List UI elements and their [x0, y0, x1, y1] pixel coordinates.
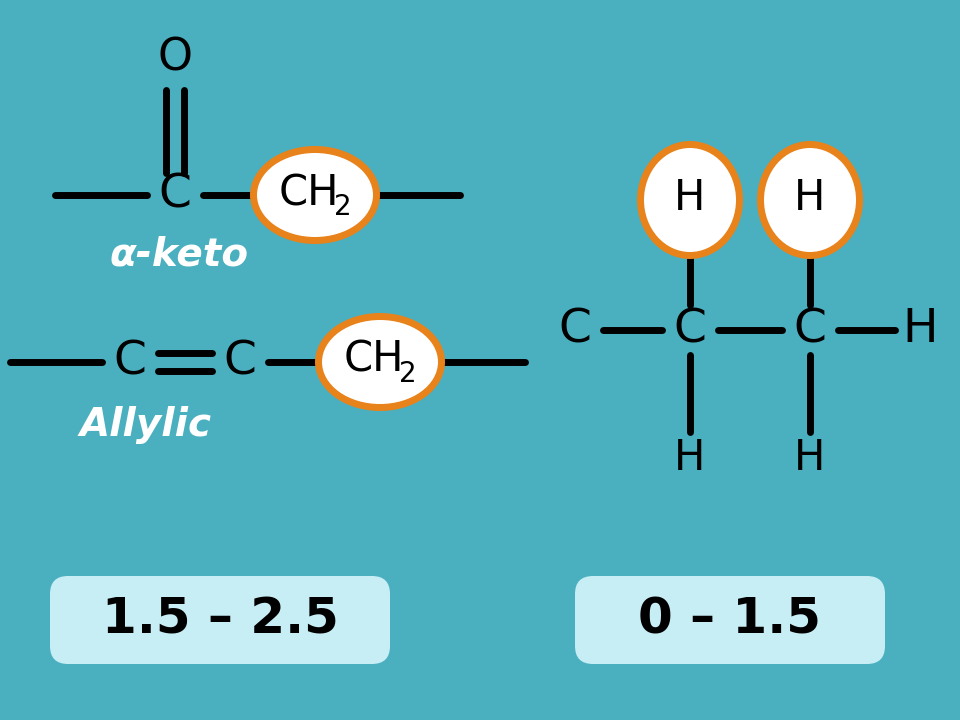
- Text: α-keto: α-keto: [110, 236, 250, 274]
- Ellipse shape: [637, 141, 743, 259]
- Text: O: O: [157, 37, 193, 79]
- Text: H: H: [794, 437, 826, 479]
- Ellipse shape: [250, 146, 380, 244]
- Text: C: C: [158, 173, 191, 217]
- Text: CH: CH: [344, 339, 404, 381]
- Text: C: C: [674, 307, 707, 353]
- Ellipse shape: [757, 141, 863, 259]
- Text: 1.5 – 2.5: 1.5 – 2.5: [102, 596, 339, 644]
- FancyBboxPatch shape: [50, 576, 390, 664]
- Text: C: C: [559, 307, 591, 353]
- Text: Allylic: Allylic: [80, 406, 212, 444]
- Text: C: C: [794, 307, 827, 353]
- Text: C: C: [113, 340, 147, 384]
- Text: H: H: [902, 307, 938, 353]
- Text: 2: 2: [334, 193, 351, 221]
- Ellipse shape: [315, 313, 445, 411]
- FancyBboxPatch shape: [575, 576, 885, 664]
- Text: H: H: [674, 177, 706, 219]
- Text: 0 – 1.5: 0 – 1.5: [638, 596, 822, 644]
- Ellipse shape: [644, 148, 736, 252]
- Text: CH: CH: [278, 172, 339, 214]
- Ellipse shape: [257, 153, 373, 237]
- Text: 2: 2: [399, 360, 417, 388]
- Text: H: H: [794, 177, 826, 219]
- Text: H: H: [674, 437, 706, 479]
- Ellipse shape: [764, 148, 856, 252]
- Ellipse shape: [322, 320, 438, 404]
- Text: C: C: [224, 340, 256, 384]
